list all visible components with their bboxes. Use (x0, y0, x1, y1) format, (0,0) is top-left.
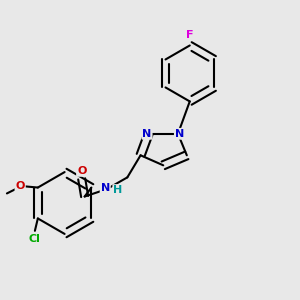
Text: N: N (142, 129, 152, 139)
Text: H: H (113, 185, 122, 195)
Text: Cl: Cl (29, 234, 41, 244)
Text: N: N (100, 183, 110, 193)
Text: N: N (175, 129, 184, 139)
Text: O: O (77, 166, 86, 176)
Text: F: F (186, 30, 194, 40)
Text: O: O (16, 181, 25, 191)
